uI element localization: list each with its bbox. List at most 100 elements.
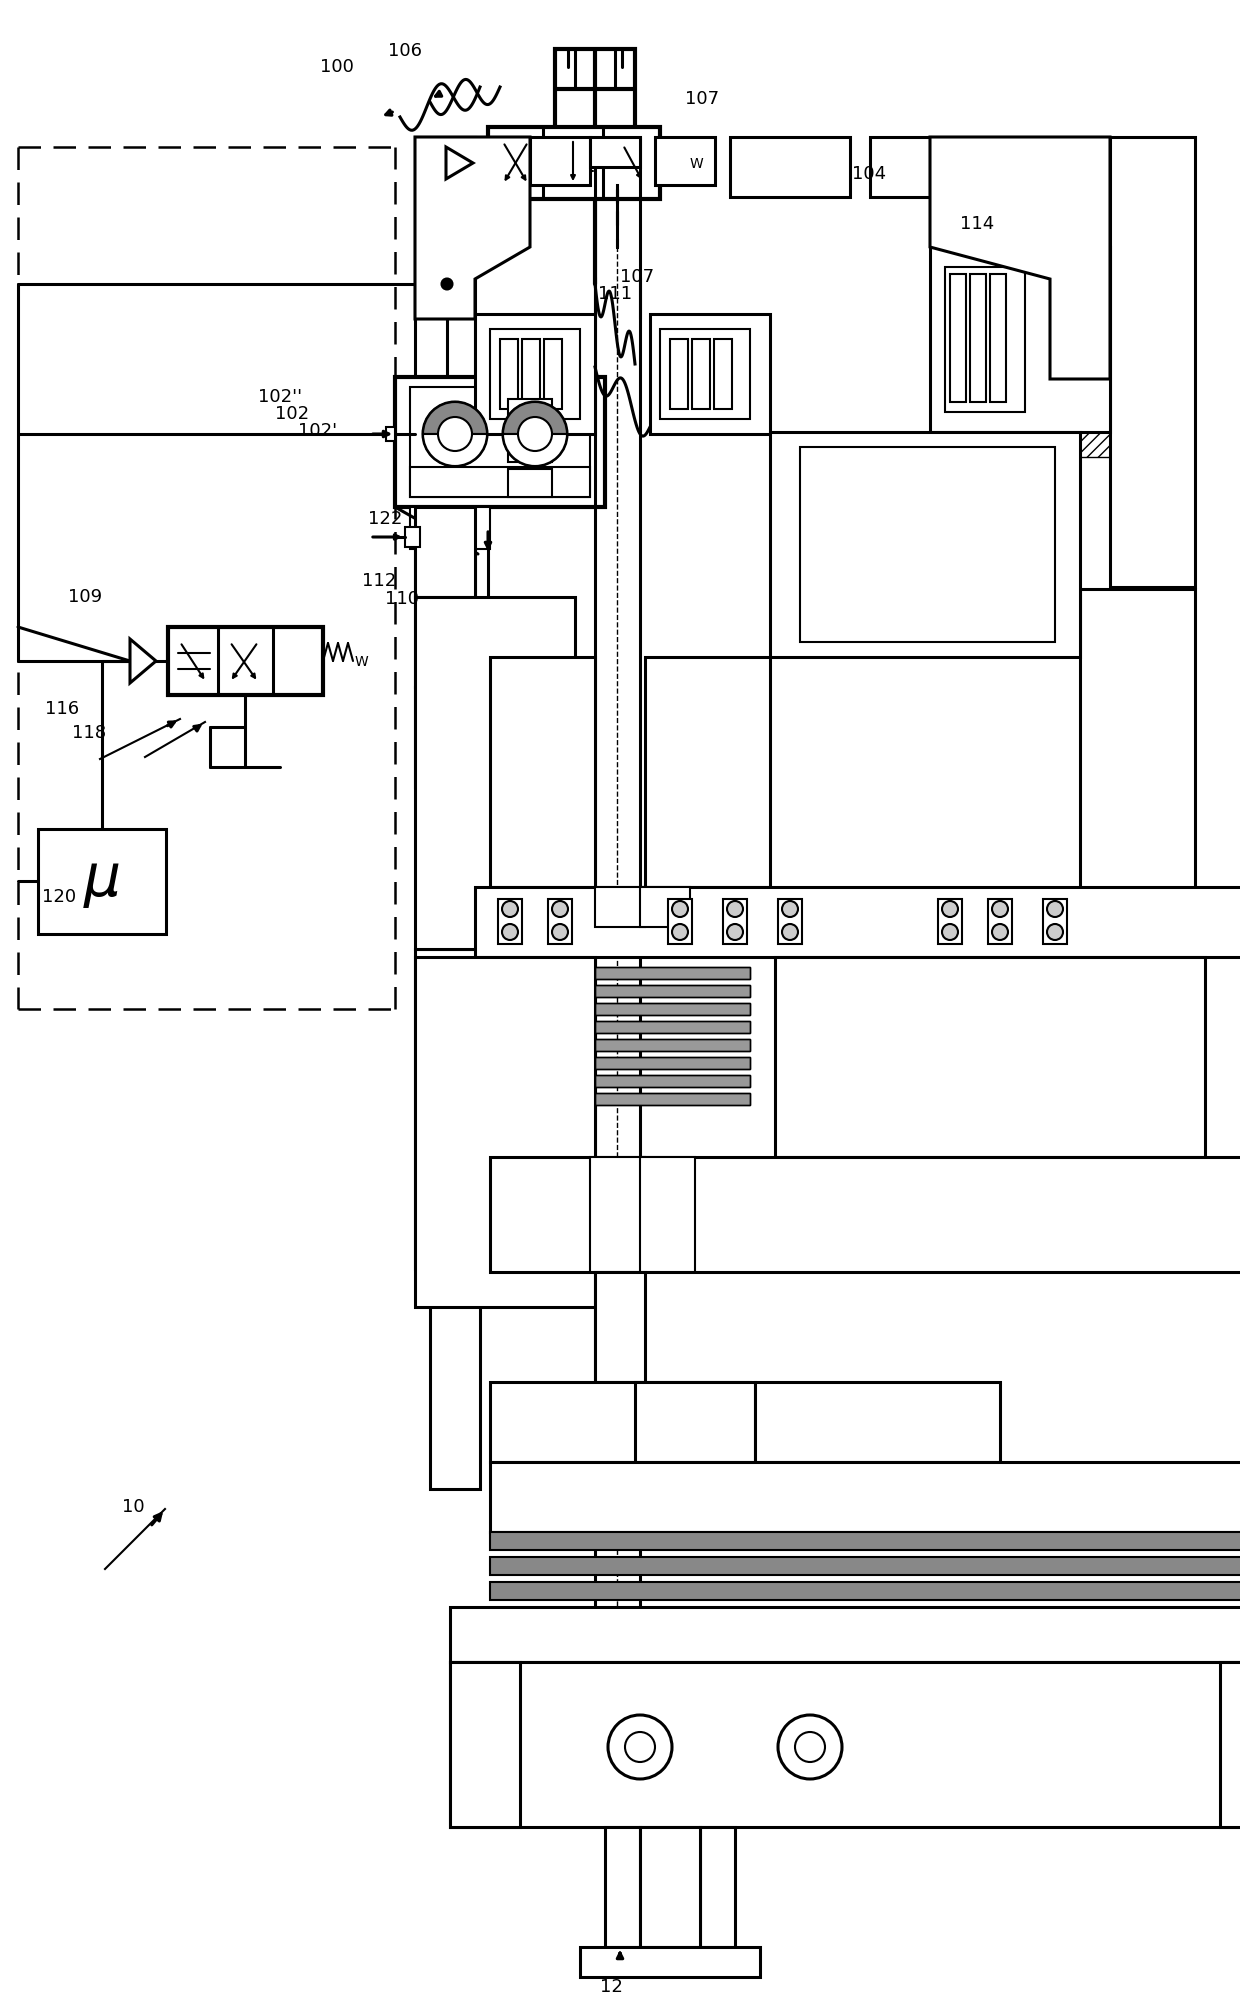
Bar [777,899,802,945]
Bar [415,508,475,598]
Bar [38,829,166,935]
Bar [730,138,849,199]
Bar [595,967,750,979]
Bar [415,138,475,688]
Bar [490,658,595,887]
Bar [775,957,1205,1158]
Text: W: W [355,654,368,668]
Text: 100: 100 [320,58,353,76]
Bar [508,399,552,427]
Text: 102': 102' [298,421,337,440]
Bar [635,1383,755,1463]
Bar [410,387,590,498]
Bar [595,1058,750,1070]
Bar [930,249,1110,434]
Bar [490,1531,1240,1549]
Bar [490,1582,1240,1600]
Text: 110: 110 [384,590,419,608]
Text: W: W [689,157,703,171]
Bar [701,1826,735,1947]
Bar [415,138,475,688]
Circle shape [502,925,518,941]
Bar [544,339,562,409]
Bar [670,339,688,409]
Text: 106: 106 [388,42,422,60]
Bar [595,1004,750,1016]
Bar [490,1158,1240,1272]
Bar [500,339,518,409]
Circle shape [672,901,688,917]
Bar [490,1383,750,1463]
Text: 109: 109 [68,588,102,606]
Bar [415,949,480,1268]
Bar [548,899,572,945]
Circle shape [795,1732,825,1762]
Bar [490,329,580,419]
Bar [508,436,552,464]
Bar [410,468,590,498]
Bar [650,315,770,436]
Bar [1220,1662,1240,1826]
Bar [770,434,1080,658]
Bar [475,887,1240,957]
Bar [415,688,475,787]
Bar [660,329,750,419]
Bar [988,899,1012,945]
Circle shape [441,279,453,289]
Bar [595,1022,750,1034]
Bar [396,377,605,508]
Bar [450,1662,520,1826]
Bar [645,658,770,887]
Wedge shape [503,403,567,436]
Bar [723,899,746,945]
Bar [701,1826,735,1947]
Bar [498,899,522,945]
Bar [930,249,1110,434]
Text: 120: 120 [42,887,76,905]
Bar [415,949,480,1268]
Bar [714,339,732,409]
Circle shape [777,1716,842,1778]
Bar [1110,959,1195,1160]
Bar [1220,1662,1240,1826]
Circle shape [552,901,568,917]
Circle shape [727,901,743,917]
Text: $\mu$: $\mu$ [83,853,120,909]
Bar [990,275,1006,403]
Circle shape [552,925,568,941]
Bar [692,339,711,409]
Bar [475,887,1240,957]
Bar [755,1383,999,1463]
Bar [1110,138,1195,588]
Bar [415,598,575,949]
Bar [508,436,552,464]
Bar [1080,590,1195,959]
Wedge shape [423,403,487,436]
Bar [605,1826,640,1947]
Bar [950,275,966,403]
Bar [410,468,590,498]
Bar [490,1383,750,1463]
Bar [415,508,475,598]
Bar [489,128,660,201]
Circle shape [672,925,688,941]
Bar [595,1272,645,1383]
Circle shape [942,925,959,941]
Bar [405,528,420,548]
Circle shape [992,901,1008,917]
Circle shape [782,925,799,941]
Bar [475,315,595,436]
Bar [386,427,396,442]
Bar [595,967,750,979]
Bar [605,1826,640,1947]
Text: 107: 107 [620,267,655,285]
Circle shape [1047,901,1063,917]
Bar [415,598,575,949]
Circle shape [942,901,959,917]
Bar [1080,590,1195,959]
Bar [640,1826,701,1947]
Bar [730,138,849,199]
Bar [595,1076,750,1088]
Bar [450,1608,1240,1662]
Bar [490,1158,1240,1272]
